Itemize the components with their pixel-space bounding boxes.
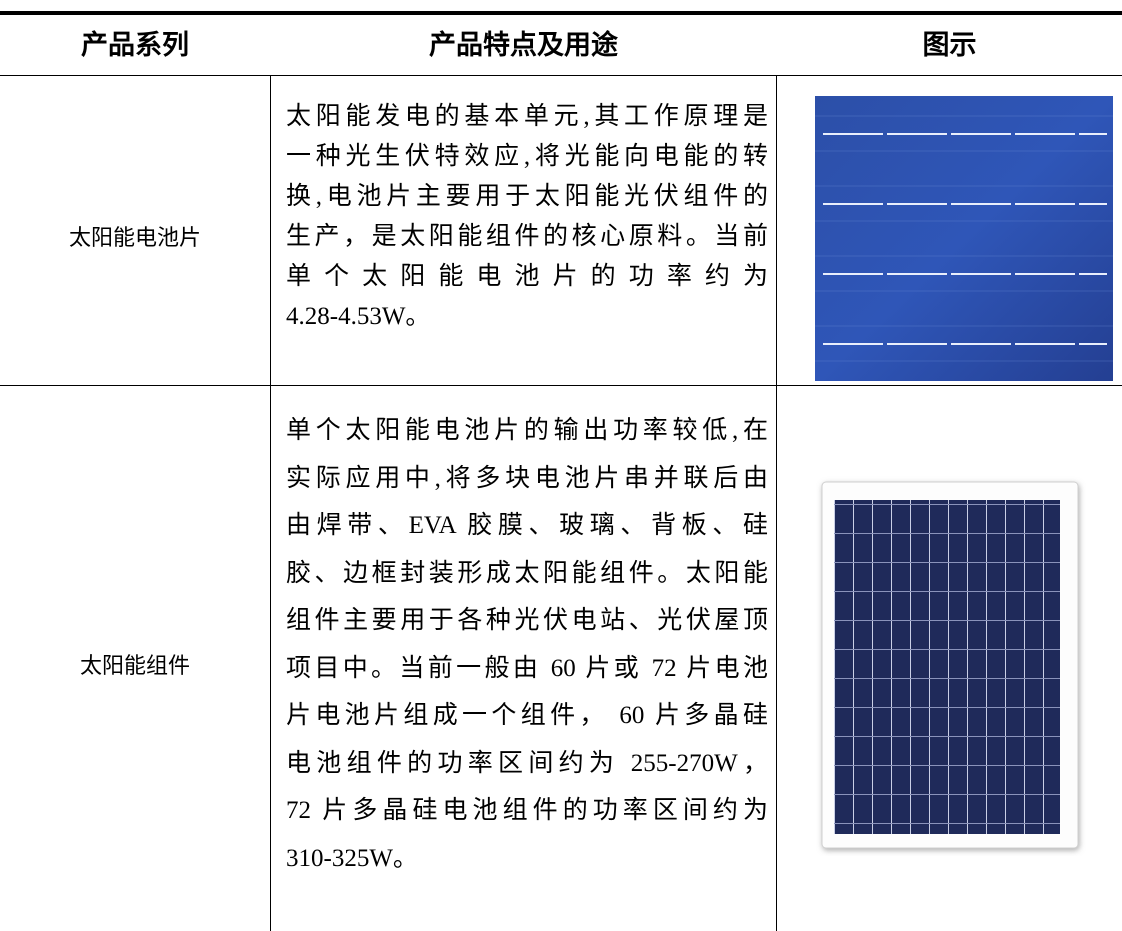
row-rule (0, 385, 1122, 386)
description-line: 实际应用中,将多块电池片串并联后由 (286, 464, 768, 492)
product-series: 太阳能电池片 (68, 226, 201, 251)
header-rule (0, 75, 1122, 76)
header-cell: 产品特点及用途 (429, 30, 618, 61)
description-line: 310-325W。 (286, 844, 418, 872)
header-cell: 产品系列 (81, 30, 189, 61)
description-line: 片电池片组成一个组件， 60 片多晶硅 (286, 702, 768, 729)
solar-module-image (821, 481, 1079, 849)
header-cell: 图示 (922, 30, 977, 61)
description-line: 一种光生伏特效应,将光能向电能的转 (286, 143, 768, 170)
description-line: 胶、边框封装形成太阳能组件。太阳能 (286, 559, 768, 587)
description-line: 项目中。当前一般由 60 片或 72 片电池 (286, 654, 768, 682)
description-line: 换,电池片主要用于太阳能光伏组件的 (286, 183, 768, 210)
top-rule (0, 11, 1122, 15)
description-line: 4.28-4.53W。 (286, 303, 431, 330)
description-line: 由焊带、EVA 胶膜、玻璃、背板、硅 (286, 512, 768, 539)
column-rule (776, 76, 777, 931)
description-line: 生产，是太阳能组件的核心原料。当前 (286, 223, 768, 250)
solar-cell-image (815, 96, 1113, 381)
description-line: 太阳能发电的基本单元,其工作原理是 (286, 103, 768, 130)
description-line: 电池组件的功率区间约为 255-270W， (286, 749, 768, 777)
description-line: 组件主要用于各种光伏电站、光伏屋顶 (286, 607, 768, 634)
description-line: 单个太阳能电池片的输出功率较低,在 (286, 417, 768, 444)
column-rule (270, 76, 271, 931)
product-series: 太阳能组件 (79, 654, 190, 679)
description-line: 单个太阳能电池片的功率约为 (286, 263, 768, 290)
description-line: 72 片多晶硅电池组件的功率区间约为 (286, 797, 768, 824)
